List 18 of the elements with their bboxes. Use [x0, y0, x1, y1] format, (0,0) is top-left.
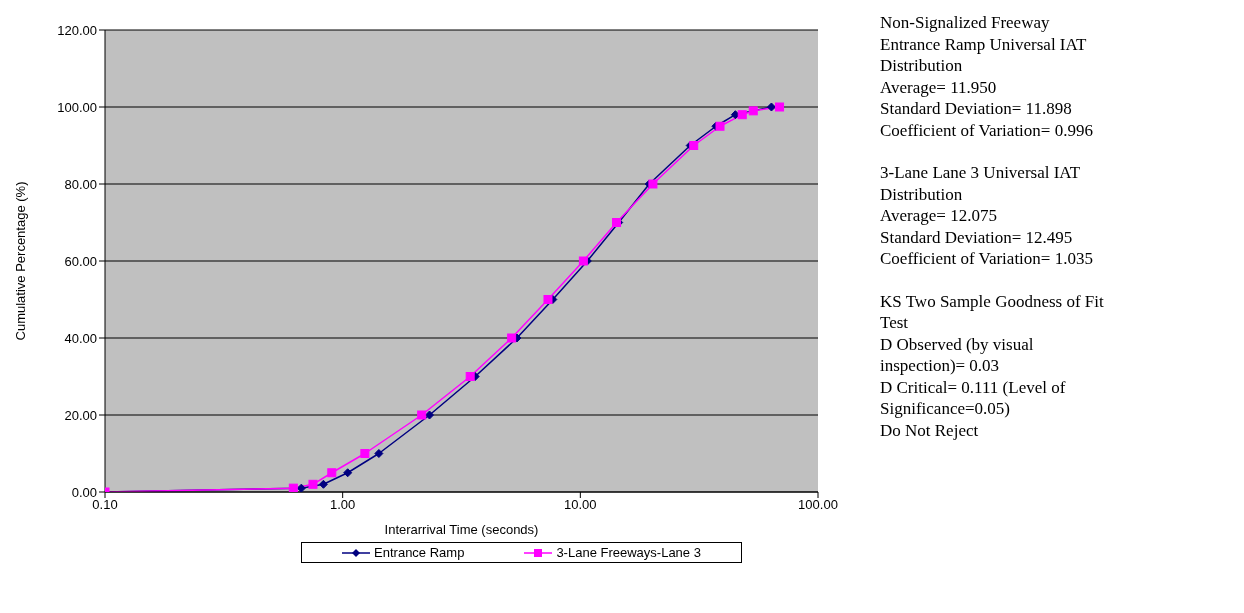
- y-tick-label: 0.00: [71, 484, 97, 500]
- x-tick-label: 0.10: [92, 497, 118, 513]
- legend-label: 3-Lane Freeways-Lane 3: [555, 545, 701, 560]
- legend-label: Entrance Ramp: [373, 545, 465, 560]
- text: Non-Signalized Freeway Entrance Ramp Universal IAT Distribution Average= 11.950 Standard Deviation= 11.898 Coefficient of Variation= 0.996: [880, 12, 1094, 141]
- text: 3-Lane Lane 3 Universal IAT Distribution Average= 12.075 Standard Deviation= 12.495 Coefficient of Variation= 1.035: [880, 162, 1094, 270]
- y-tick-label: 40.00: [64, 330, 97, 346]
- x-tick-label: 100.00: [798, 497, 838, 513]
- x-tick-label: 1.00: [330, 497, 356, 513]
- x-axis-title: Interarrival Time (seconds): [384, 522, 539, 537]
- x-tick-label: 10.00: [564, 497, 597, 513]
- text: KS Two Sample Goodness of Fit Test D Observed (by visual inspection)= 0.03 D Critical= 0.111 (Level of Significance=0.05) Do Not Reject: [880, 290, 1105, 441]
- y-tick-label: 60.00: [64, 253, 97, 269]
- y-tick-label: 100.00: [57, 99, 97, 115]
- y-tick-label: 20.00: [64, 407, 97, 423]
- y-tick-label: 80.00: [64, 176, 97, 192]
- y-axis-title: Cumulative Percentage (%): [12, 181, 28, 341]
- y-tick-label: 120.00: [57, 22, 97, 38]
